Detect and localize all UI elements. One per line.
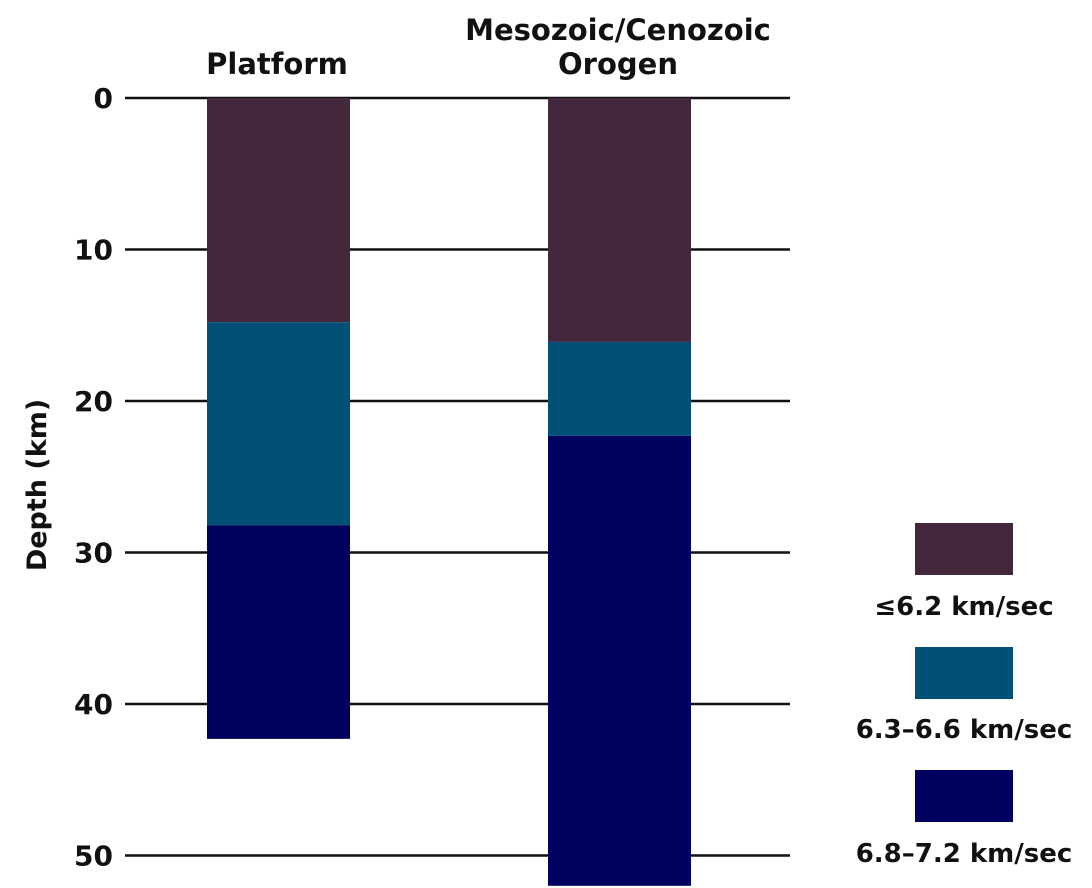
y-tick-label-50: 50: [74, 840, 113, 873]
legend-swatch-1: [915, 523, 1013, 575]
legend: ≤6.2 km/sec 6.3–6.6 km/sec 6.8–7.2 km/sec: [856, 523, 1073, 869]
legend-swatch-2: [915, 647, 1013, 699]
y-tick-label-30: 30: [74, 537, 113, 570]
legend-label-1: ≤6.2 km/sec: [874, 592, 1053, 622]
category-label-2-line-2: Orogen: [558, 47, 678, 81]
bar-segment-2-1: [548, 98, 691, 342]
legend-label-3: 6.8–7.2 km/sec: [856, 839, 1073, 869]
y-tick-label-40: 40: [74, 688, 113, 721]
legend-label-2: 6.3–6.6 km/sec: [856, 715, 1073, 745]
y-tick-label-0: 0: [94, 82, 113, 115]
category-label-1-line-1: Platform: [206, 47, 348, 81]
y-tick-label-20: 20: [74, 385, 113, 418]
legend-swatch-3: [915, 770, 1013, 822]
bar-segment-2-3: [548, 435, 691, 886]
category-label-2-line-1: Mesozoic/Cenozoic: [465, 13, 771, 47]
bar-segment-2-2: [548, 341, 691, 436]
bar-segment-1-1: [207, 98, 350, 323]
bar-segments: [207, 98, 691, 886]
y-tick-labels: 0 10 20 30 40 50: [74, 82, 113, 873]
bar-segment-1-3: [207, 525, 350, 739]
y-axis-label: Depth (km): [22, 399, 53, 571]
bar-segment-1-2: [207, 322, 350, 526]
y-tick-label-10: 10: [74, 234, 113, 267]
